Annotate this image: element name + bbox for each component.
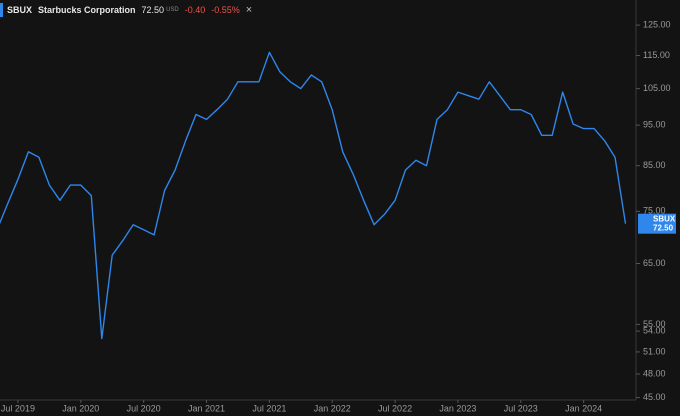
x-tick-label: Jan 2020 xyxy=(62,403,99,413)
symbol: SBUX xyxy=(7,5,33,15)
y-tick-label: 125.00 xyxy=(643,19,671,29)
change: -0.40 xyxy=(184,5,206,15)
badge-symbol: SBUX xyxy=(653,214,676,223)
y-tick-label: 45.00 xyxy=(643,392,666,402)
y-tick-label: 48.00 xyxy=(643,368,666,378)
y-tick-label: 65.00 xyxy=(643,258,666,268)
y-tick-label: 85.00 xyxy=(643,160,666,170)
y-tick-label: 75.00 xyxy=(643,206,666,216)
x-tick-label: Jul 2023 xyxy=(504,403,538,413)
x-tick-label: Jan 2021 xyxy=(188,403,225,413)
currency: USD xyxy=(166,7,179,13)
close-button[interactable]: × xyxy=(245,4,253,16)
x-tick-label: Jul 2021 xyxy=(252,403,286,413)
header-accent xyxy=(0,3,3,17)
x-tick-label: Jan 2023 xyxy=(439,403,476,413)
x-tick-label: Jan 2022 xyxy=(314,403,351,413)
header: SBUX Starbucks Corporation 72.50 USD -0.… xyxy=(0,3,259,17)
x-tick-label: Jul 2019 xyxy=(1,403,35,413)
x-tick-label: Jan 2024 xyxy=(565,403,602,413)
y-tick-label: 95.00 xyxy=(643,120,666,130)
badge-price: 72.50 xyxy=(653,223,674,232)
x-tick-label: Jul 2020 xyxy=(127,403,161,413)
price: 72.50 xyxy=(141,5,165,15)
price-line xyxy=(0,51,627,340)
change-pct: -0.55% xyxy=(211,5,240,15)
company-name: Starbucks Corporation xyxy=(38,5,136,15)
y-tick-label: 51.00 xyxy=(643,346,666,356)
y-tick-label: 115.00 xyxy=(643,50,670,60)
y-tick-label: 105.00 xyxy=(643,83,671,93)
x-tick-label: Jul 2022 xyxy=(378,403,412,413)
y-tick-label: 54.00 xyxy=(643,325,666,335)
badge-box xyxy=(638,213,676,234)
y-tick-label: 55.00 xyxy=(643,319,666,329)
